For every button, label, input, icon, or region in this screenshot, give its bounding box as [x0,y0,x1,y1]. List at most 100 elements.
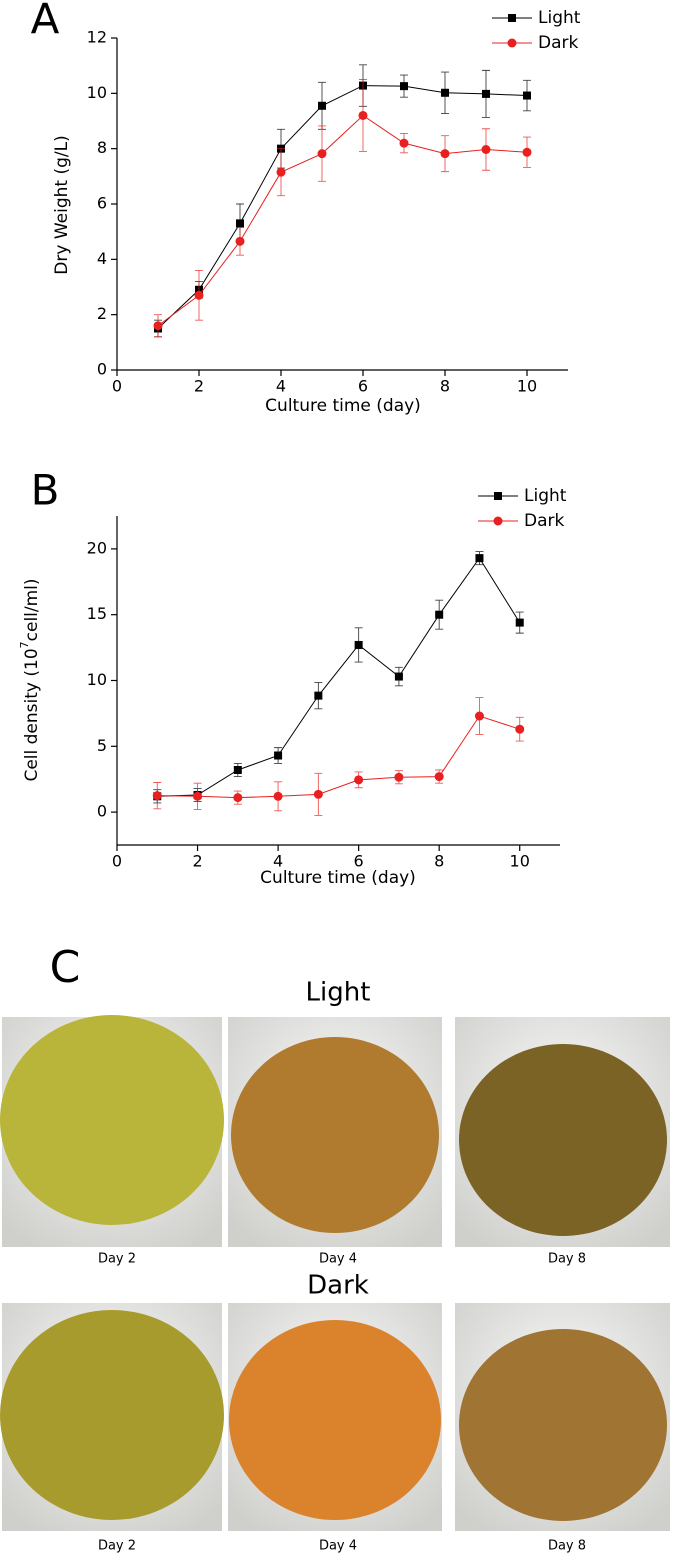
marker [276,167,286,177]
legend-label: Dark [524,511,564,531]
x-tick-label: 0 [112,852,122,871]
marker [522,147,532,157]
marker [434,772,444,782]
series [153,79,532,338]
marker [507,38,517,48]
y-axis-label-part: 7 [18,641,31,648]
photo-caption: Day 2 [98,1252,136,1267]
marker [508,14,516,22]
y-tick-label: 4 [97,249,107,268]
y-tick-label: 5 [97,736,107,755]
photo [228,1017,442,1247]
x-tick-label: 2 [192,852,202,871]
photo-caption: Day 8 [548,1252,586,1267]
y-tick-label: 10 [87,670,107,689]
marker [515,724,525,734]
marker [233,765,242,774]
marker [274,751,283,760]
x-tick-label: 6 [354,852,364,871]
marker [400,82,408,91]
marker [194,290,204,300]
marker [236,219,244,228]
row-label: Light [306,978,371,1008]
x-tick-label: 8 [440,377,450,396]
marker [354,775,364,785]
marker [317,149,327,159]
photo-caption: Day 4 [319,1252,357,1267]
marker [394,772,404,782]
marker [235,236,245,246]
y-tick-label: 8 [97,138,107,157]
legend-label: Dark [538,33,578,53]
marker [394,672,403,681]
marker [474,711,484,721]
marker [358,110,368,120]
y-tick-label: 10 [87,83,107,102]
marker [354,640,363,649]
marker [313,789,323,799]
photo [0,1303,224,1531]
marker [441,88,449,97]
marker [153,321,163,331]
line [157,715,520,799]
y-tick-label: 12 [87,28,107,47]
y-tick-label: 0 [97,360,107,379]
marker [493,516,503,526]
x-axis-label: Culture time (day) [265,396,421,416]
marker [515,618,524,627]
y-tick-label: 0 [97,802,107,821]
y-tick-label: 15 [87,604,107,623]
photo [0,1015,224,1247]
x-tick-label: 10 [517,377,537,396]
y-axis-label-part: cell/ml) [22,578,42,641]
marker [440,149,450,159]
marker [193,791,203,801]
y-tick-label: 2 [97,304,107,323]
marker [233,793,243,803]
line [157,557,521,797]
x-tick-label: 6 [358,377,368,396]
panel-label: A [31,0,60,44]
marker [314,691,323,700]
marker [523,91,531,100]
y-axis-label: Dry Weight (g/L) [52,135,72,274]
x-tick-label: 0 [112,377,122,396]
panel-label: B [31,466,60,515]
marker [475,554,484,563]
x-tick-label: 8 [434,852,444,871]
y-tick-label: 20 [87,538,107,557]
marker [318,101,326,110]
x-tick-label: 4 [273,852,283,871]
line [157,85,528,329]
x-tick-label: 2 [194,377,204,396]
marker [482,89,490,98]
marker [435,610,444,619]
x-axis-label: Culture time (day) [260,868,416,888]
y-tick-label: 6 [97,194,107,213]
marker [494,492,502,500]
photo [455,1017,670,1247]
series [154,64,531,338]
photo [228,1303,442,1531]
photo-caption: Day 4 [319,1539,357,1554]
marker [481,144,491,154]
marker [273,791,283,801]
series [152,697,525,816]
panel-label: C [50,942,81,993]
series [153,551,524,804]
marker [152,791,162,801]
legend-label: Light [524,486,567,506]
x-tick-label: 10 [510,852,530,871]
photo-panel: C Light Day 2 Day 4 Day 8 Dark Day 2 Day… [0,942,670,1554]
photo [455,1303,670,1531]
line [157,114,528,327]
photo-caption: Day 8 [548,1539,586,1554]
photo-caption: Day 2 [98,1539,136,1554]
x-tick-label: 4 [276,377,286,396]
marker [399,138,409,148]
y-axis-label-part: Cell density (10 [22,648,42,781]
axis-line [116,38,568,371]
row-label: Dark [307,1271,369,1301]
legend-label: Light [538,8,581,28]
